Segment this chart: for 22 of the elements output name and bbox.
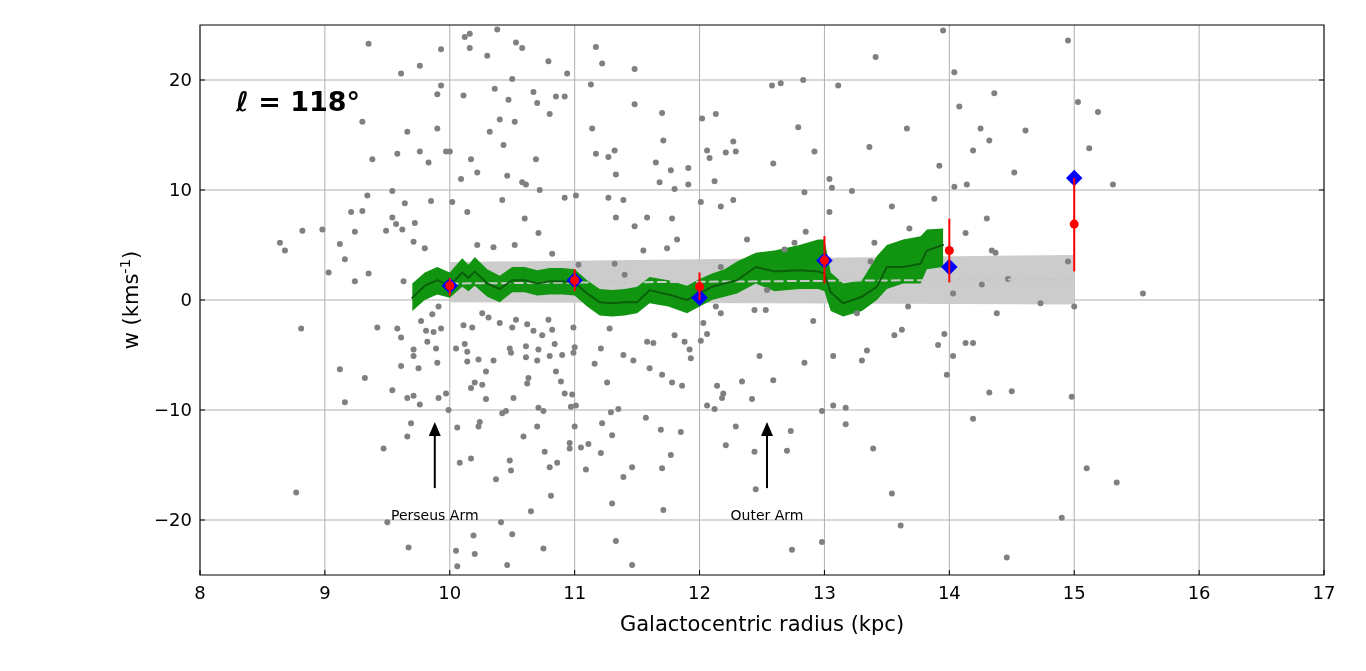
y-tick-label: −10 (154, 399, 192, 421)
point (1069, 219, 1079, 229)
x-tick-label: 8 (194, 582, 206, 603)
annotation: Perseus Arm (391, 507, 479, 524)
x-tick-label: 16 (1187, 582, 1211, 603)
point (695, 282, 705, 292)
x-axis-title: Galactocentric radius (kpc) (619, 612, 905, 636)
y-tick-label: 20 (169, 69, 192, 91)
x-tick-label: 11 (563, 582, 587, 603)
x-tick-label: 14 (937, 582, 961, 603)
y-tick-label: 10 (169, 179, 192, 201)
x-tick-label: 12 (688, 582, 712, 603)
point (944, 246, 954, 255)
x-tick-label: 10 (438, 582, 462, 603)
y-tick-label: 0 (180, 289, 192, 311)
x-tick-label: 9 (319, 582, 331, 603)
x-tick-label: 13 (812, 582, 836, 603)
x-tick-label: 15 (1062, 582, 1086, 603)
x-tick-label: 17 (1312, 582, 1336, 603)
y-tick-label: −20 (154, 509, 192, 531)
annotation: Outer Arm (730, 507, 804, 524)
annotation: ℓ = 118° (235, 86, 361, 117)
